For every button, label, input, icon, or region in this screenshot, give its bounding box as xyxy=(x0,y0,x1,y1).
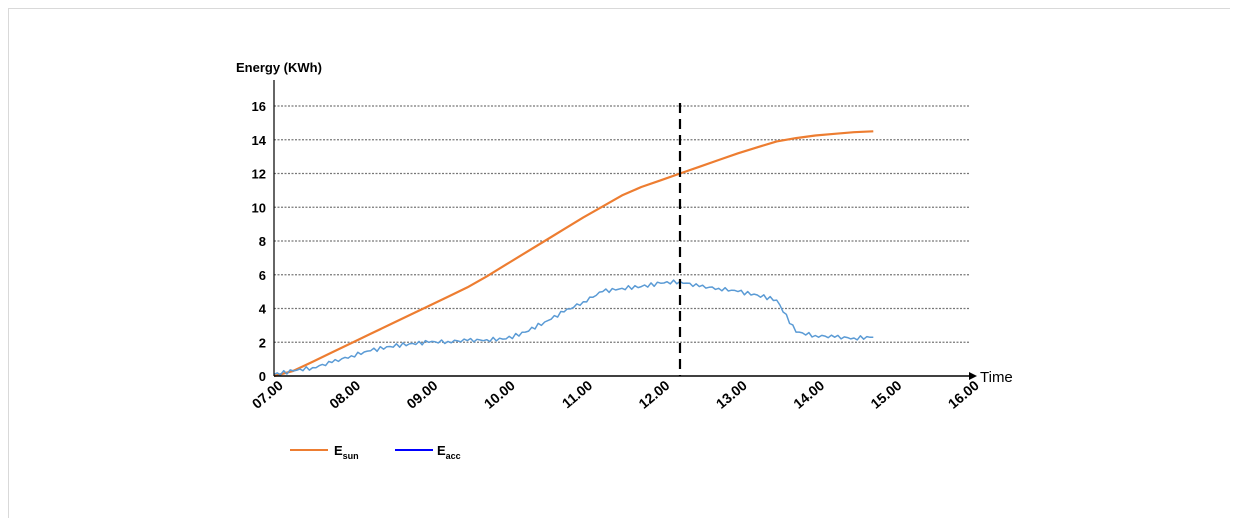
x-tick-labels: 07.00 08.00 09.00 10.00 11.00 12.00 13.00 14.00… xyxy=(249,377,982,412)
y-tick-label: 8 xyxy=(259,234,266,249)
y-tick-label: 12 xyxy=(252,167,266,182)
x-tick-label: 07.00 xyxy=(249,377,286,412)
legend-label-sun: Esun xyxy=(334,443,359,461)
x-tick-label: 12.00 xyxy=(635,377,672,412)
y-tick-labels: 0 2 4 6 8 10 12 14 16 xyxy=(252,99,267,384)
series-lines xyxy=(273,130,874,378)
gridlines xyxy=(274,105,970,343)
x-axis-label: Time xyxy=(980,369,1013,386)
y-tick-label: 16 xyxy=(252,99,266,114)
y-tick-label: 2 xyxy=(259,335,266,350)
x-tick-label: 10.00 xyxy=(481,377,518,412)
x-tick-label: 08.00 xyxy=(326,377,363,412)
x-tick-label: 11.00 xyxy=(559,377,596,411)
chart-frame xyxy=(8,8,1230,518)
series-line-sun xyxy=(273,130,874,378)
series-line-acc xyxy=(273,279,874,376)
y-tick-label: 6 xyxy=(259,268,266,283)
legend: Esun Eacc xyxy=(290,443,461,461)
legend-subscript: acc xyxy=(446,451,461,461)
y-tick-label: 10 xyxy=(252,200,266,215)
x-tick-label: 13.00 xyxy=(713,377,750,412)
x-tick-label: 16.00 xyxy=(945,377,982,412)
y-tick-label: 4 xyxy=(259,302,267,317)
x-axis-arrow xyxy=(969,372,977,380)
legend-subscript: sun xyxy=(343,451,359,461)
x-tick-label: 09.00 xyxy=(403,377,440,412)
x-tick-label: 14.00 xyxy=(790,377,827,412)
y-tick-label: 14 xyxy=(252,133,267,148)
y-axis-label: Energy (KWh) xyxy=(236,60,322,75)
y-tick-label: 0 xyxy=(259,369,266,384)
legend-label-acc: Eacc xyxy=(437,443,461,461)
x-tick-label: 15.00 xyxy=(867,377,904,412)
